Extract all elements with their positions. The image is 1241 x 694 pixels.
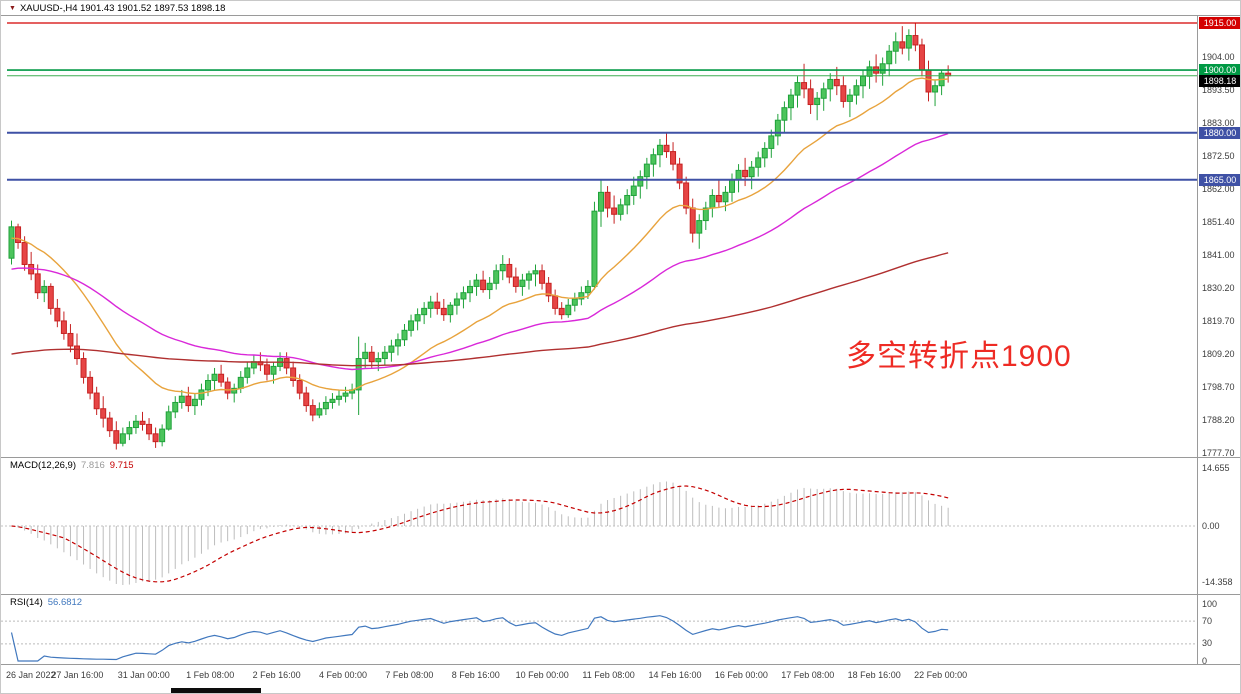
macd-tick-label: 14.655 [1202, 462, 1230, 473]
price-tick-label: 1788.20 [1202, 415, 1235, 426]
price-tick-label: 1777.70 [1202, 448, 1235, 459]
time-tick-label: 31 Jan 00:00 [117, 670, 170, 680]
hline-price-badge: 1880.00 [1199, 126, 1240, 139]
time-tick-label: 1 Feb 08:00 [186, 670, 235, 680]
hline-price-badge: 1865.00 [1199, 173, 1240, 186]
rsi-tick-label: 70 [1202, 615, 1213, 626]
price-tick-label: 1841.00 [1202, 249, 1235, 260]
price-tick-label: 1872.50 [1202, 150, 1235, 161]
time-tick-label: 22 Feb 00:00 [914, 670, 968, 680]
price-tick-label: 1862.00 [1202, 183, 1235, 194]
symbol-ohlc-label: ▼ XAUUSD-,H4 1901.43 1901.52 1897.53 1898… [9, 3, 225, 14]
horizontal-lines-layer [7, 22, 1197, 181]
moving-averages-layer [11, 77, 949, 395]
candles-layer [8, 23, 952, 450]
time-tick-label: 10 Feb 00:00 [515, 670, 569, 680]
macd-name: MACD(12,26,9) [10, 460, 76, 471]
price-tick-label: 1883.00 [1202, 117, 1235, 128]
symbol-ohlc-text: XAUUSD-,H4 1901.43 1901.52 1897.53 1898.… [19, 3, 226, 14]
grid-layer [1, 15, 1240, 665]
taskbar-fragment[interactable] [171, 688, 261, 693]
time-tick-label: 14 Feb 16:00 [648, 670, 702, 680]
price-tick-label: 1851.40 [1202, 216, 1235, 227]
macd-tick-label: 0.00 [1202, 520, 1220, 531]
time-tick-label: 17 Feb 08:00 [781, 670, 835, 680]
rsi-tick-label: 100 [1202, 598, 1218, 609]
rsi-value: 56.6812 [47, 597, 83, 608]
bid-price-badge: 1898.18 [1199, 74, 1240, 87]
macd-tick-label: -14.358 [1202, 576, 1233, 587]
time-tick-label: 27 Jan 16:00 [51, 670, 104, 680]
time-tick-label: 4 Feb 00:00 [318, 670, 368, 680]
macd-layer [1, 481, 1197, 585]
price-tick-label: 1798.70 [1202, 382, 1235, 393]
time-tick-label: 16 Feb 00:00 [714, 670, 768, 680]
price-tick-label: 1819.70 [1202, 316, 1235, 327]
time-tick-label: 2 Feb 16:00 [252, 670, 301, 680]
macd-signal-value: 9.715 [109, 460, 134, 471]
triangle-down-icon: ▼ [9, 5, 16, 12]
time-tick-label: 11 Feb 08:00 [582, 670, 635, 680]
time-tick-label: 8 Feb 16:00 [451, 670, 500, 680]
price-tick-label: 1809.20 [1202, 349, 1235, 360]
rsi-tick-label: 0 [1202, 655, 1208, 666]
rsi-layer [1, 615, 1197, 662]
time-tick-label: 18 Feb 16:00 [847, 670, 901, 680]
rsi-indicator-label: RSI(14) 56.6812 [10, 597, 82, 608]
hline-price-badge: 1915.00 [1199, 17, 1240, 29]
hline-price-badge: 1900.00 [1199, 64, 1240, 77]
rsi-tick-label: 30 [1202, 638, 1213, 649]
price-tick-label: 1893.50 [1202, 84, 1235, 95]
chart-annotation-text[interactable]: 多空转折点1900 [846, 340, 1072, 373]
rsi-name: RSI(14) [10, 597, 43, 608]
time-tick-label: 26 Jan 2022 [6, 670, 56, 680]
macd-indicator-label: MACD(12,26,9) 7.816 9.715 [10, 460, 134, 471]
macd-main-value: 7.816 [81, 460, 105, 471]
price-tick-label: 1904.00 [1202, 51, 1235, 62]
price-tick-label: 1830.20 [1202, 283, 1235, 294]
time-tick-label: 7 Feb 08:00 [385, 670, 434, 680]
